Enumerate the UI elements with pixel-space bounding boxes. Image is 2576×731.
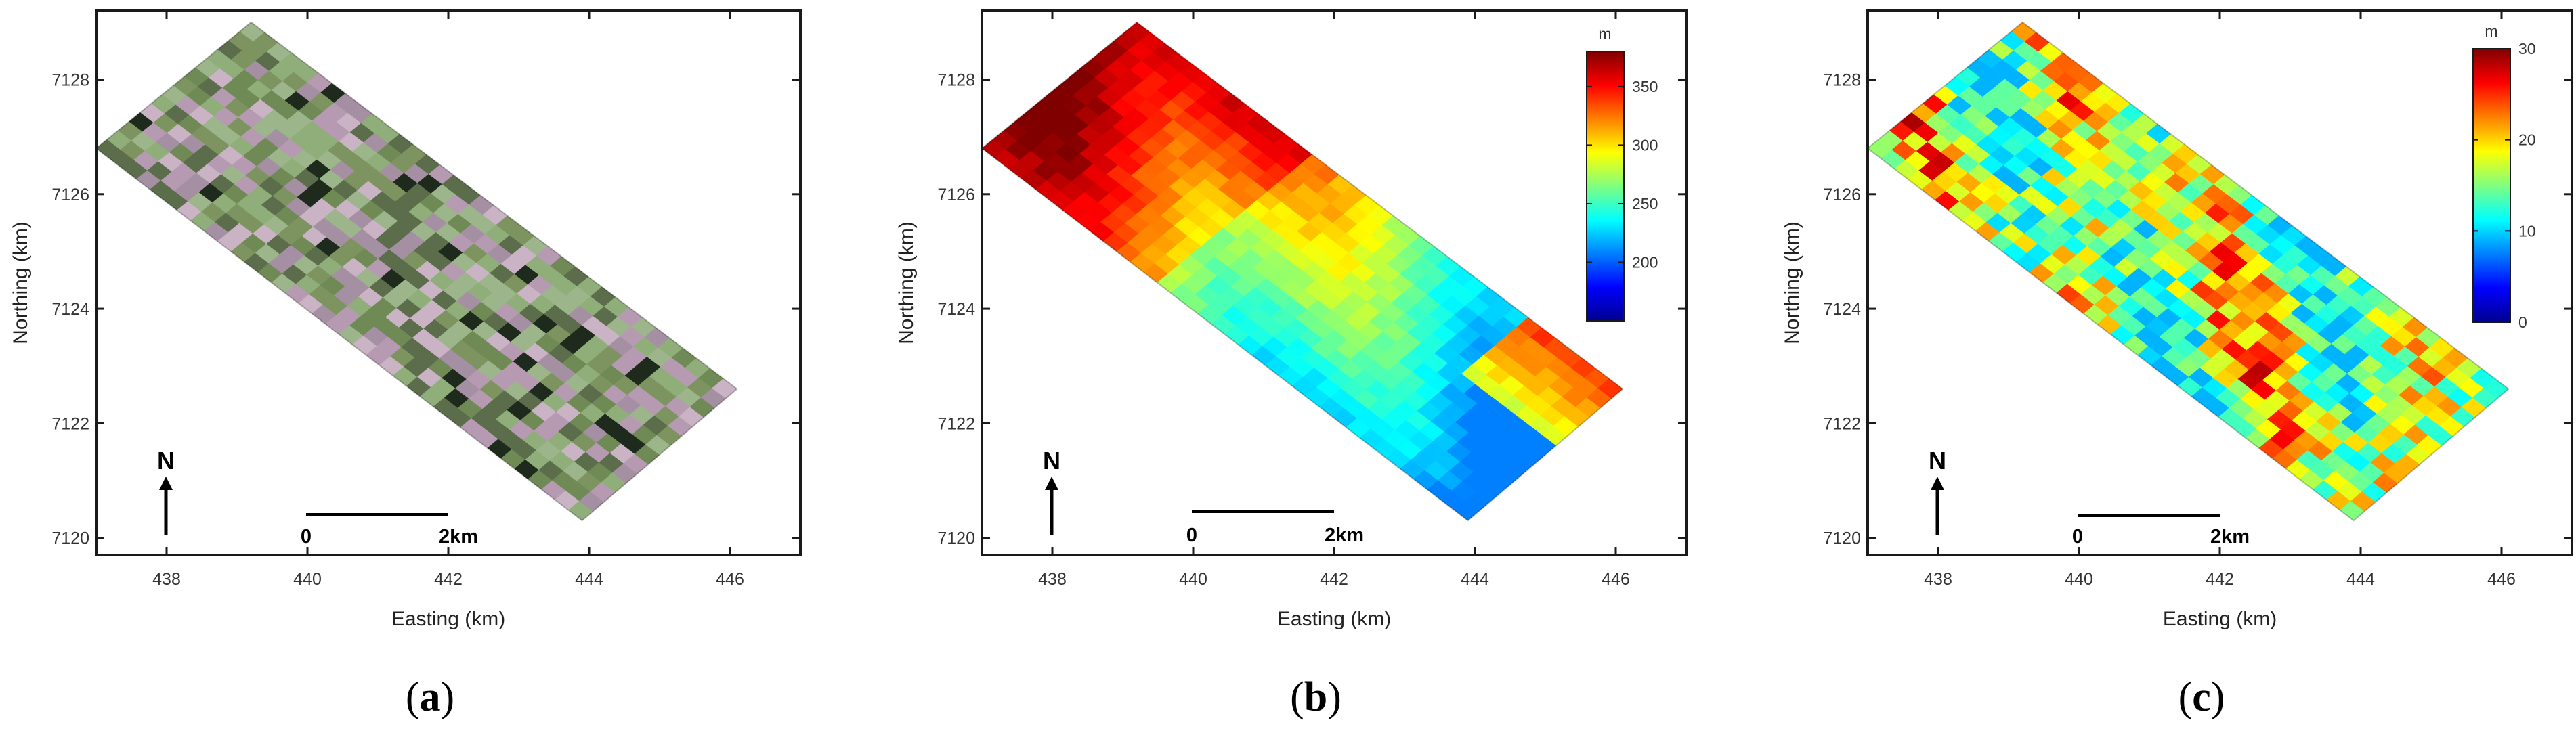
panel-c-scalebar: 0 2km [2072,514,2250,548]
panel-b-ylabel: Northing (km) [895,221,918,345]
x-tick-label: 444 [2346,570,2375,589]
panel-b-colorbar: m 200 250 300 350 [1586,25,1658,322]
panel-a-x-ticks: 438 440 442 444 446 [152,11,744,589]
map-cell [1597,378,1623,399]
y-tick-label: 7128 [51,71,89,90]
panel-a-caption: (a) [406,674,454,720]
y-tick-label: 7126 [1823,185,1861,204]
caption-letter: b [1304,674,1327,720]
x-tick-label: 438 [152,570,181,589]
panel-c-north-arrow: N [1929,447,1946,535]
panel-a-ylabel: Northing (km) [9,221,32,345]
panel-c-y-ticks: 7120 7122 7124 7126 7128 [1823,71,2572,548]
north-arrow-head-icon [1045,477,1058,490]
x-tick-label: 440 [293,570,322,589]
x-tick-label: 440 [2065,570,2093,589]
x-tick-label: 442 [2206,570,2234,589]
y-tick-label: 7126 [937,185,975,204]
north-label: N [1043,447,1060,474]
colorbar-tick-label: 0 [2518,313,2527,331]
panel-c-footprint [1868,22,2509,521]
scalebar-end-label: 2km [439,526,478,548]
scalebar-end-label: 2km [1325,525,1364,546]
colorbar-ticks: 0 10 20 30 [2473,40,2536,331]
panel-b: 438 440 442 444 446 7120 7122 7124 7126 7128 Eas… [895,9,1688,720]
colorbar-ticks: 200 250 300 350 [1587,78,1658,271]
y-tick-label: 7128 [937,71,975,90]
y-tick-label: 7120 [51,529,89,548]
x-tick-label: 446 [2487,570,2516,589]
map-cell [2483,378,2509,399]
panel-b-x-ticks: 438 440 442 444 446 [1038,11,1630,589]
panel-b-north-arrow: N [1043,447,1060,535]
y-tick-label: 7122 [1823,414,1861,433]
panel-c-xlabel: Easting (km) [2163,608,2277,630]
panel-c-colorbar: m 0 10 20 30 [2472,22,2536,331]
panel-a-xlabel: Easting (km) [391,608,505,630]
x-tick-label: 438 [1924,570,1952,589]
panel-a-north-arrow: N [157,447,175,535]
x-tick-label: 440 [1179,570,1207,589]
panel-b-map-layer [981,21,1624,522]
panel-b-y-ticks: 7120 7122 7124 7126 7128 [937,71,1686,548]
caption-letter: c [2192,674,2211,720]
x-tick-label: 444 [1461,570,1489,589]
panel-b-xlabel: Easting (km) [1277,608,1391,630]
y-tick-label: 7124 [1823,300,1861,319]
colorbar-gradient [2472,48,2511,323]
panel-a-map-layer [95,21,738,522]
y-tick-label: 7122 [937,414,975,433]
colorbar-unit-label: m [1598,25,1611,43]
north-label: N [1929,447,1946,474]
x-tick-label: 444 [575,570,603,589]
x-tick-label: 446 [716,570,744,589]
panel-c-map-layer [1866,21,2510,522]
y-tick-label: 7124 [937,300,975,319]
scalebar-start-label: 0 [301,526,312,548]
panel-b-caption: (b) [1290,674,1341,720]
panel-b-footprint [982,22,1623,521]
scalebar-start-label: 0 [1186,525,1197,546]
scalebar-start-label: 0 [2072,526,2083,548]
x-tick-label: 446 [1602,570,1630,589]
north-arrow-head-icon [159,477,173,490]
panel-a-footprint [96,22,737,521]
colorbar-gradient [1586,51,1625,322]
scalebar-end-label: 2km [2210,526,2250,548]
y-tick-label: 7120 [937,529,975,548]
panel-a-footprint-outline [95,21,738,522]
panel-a-scalebar: 0 2km [301,513,478,548]
panel-c-ylabel: Northing (km) [1781,221,1803,345]
panel-c-x-ticks: 438 440 442 444 446 [1924,11,2516,589]
north-arrow-head-icon [1931,477,1944,490]
x-tick-label: 438 [1038,570,1067,589]
panel-b-scalebar: 0 2km [1186,510,1364,546]
panel-c: 438 440 442 444 446 7120 7122 7124 7126 7128 Eas… [1781,9,2573,720]
y-tick-label: 7124 [51,300,89,319]
colorbar-tick-label: 300 [1632,136,1658,154]
y-tick-label: 7120 [1823,529,1861,548]
caption-letter: a [420,674,441,720]
colorbar-tick-label: 10 [2518,222,2536,240]
panel-a-y-ticks: 7120 7122 7124 7126 7128 [51,71,800,548]
panel-c-footprint-outline [1866,21,2510,522]
colorbar-tick-label: 200 [1632,253,1658,271]
colorbar-tick-label: 350 [1632,78,1658,95]
y-tick-label: 7126 [51,185,89,204]
panel-a: 438 440 442 444 446 7120 7122 7124 7126 7128 Eas… [9,9,802,720]
north-label: N [157,447,175,474]
colorbar-tick-label: 30 [2518,40,2536,58]
y-tick-label: 7122 [51,414,89,433]
map-cell [712,378,737,399]
y-tick-label: 7128 [1823,71,1861,90]
x-tick-label: 442 [1320,570,1348,589]
x-tick-label: 442 [434,570,463,589]
panel-b-footprint-outline [981,21,1624,522]
colorbar-tick-label: 20 [2518,131,2536,149]
panel-c-caption: (c) [2178,674,2225,720]
colorbar-tick-label: 250 [1632,195,1658,213]
colorbar-unit-label: m [2485,22,2497,40]
